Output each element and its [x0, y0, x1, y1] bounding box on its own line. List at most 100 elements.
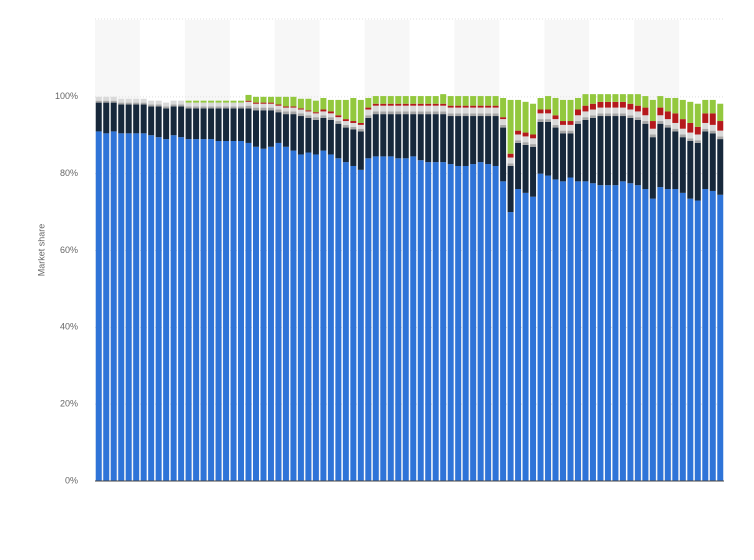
bar-segment [619, 181, 626, 481]
bar-segment [387, 114, 394, 157]
bar-segment [305, 98, 312, 111]
bar-segment [357, 99, 364, 123]
bar-segment [679, 119, 686, 129]
bar-segment [709, 130, 716, 134]
bar-segment [312, 117, 319, 120]
bar-segment [702, 128, 709, 132]
bar-segment [380, 111, 387, 115]
bar-segment [417, 103, 424, 106]
bar-segment [717, 194, 724, 481]
bar-segment [500, 181, 507, 481]
bar-segment [470, 107, 477, 114]
bar-segment [574, 115, 581, 122]
bar-segment [395, 105, 402, 112]
bar-segment [215, 100, 222, 103]
bar-segment [679, 137, 686, 193]
bar-segment [664, 127, 671, 190]
bar-segment [574, 181, 581, 481]
bar-segment [275, 96, 282, 105]
bar-segment [342, 99, 349, 120]
bar-segment [372, 105, 379, 112]
bar-segment [118, 102, 125, 105]
bar-segment [417, 114, 424, 161]
bar-segment [178, 137, 185, 481]
bar-segment [462, 107, 469, 114]
bar-segment [410, 114, 417, 157]
bar-segment [365, 158, 372, 482]
bar-segment [694, 140, 701, 143]
bar-segment [342, 127, 349, 163]
bar-segment [282, 96, 289, 107]
bar-segment [507, 212, 514, 482]
bar-segment [342, 124, 349, 128]
bar-segment [574, 109, 581, 116]
bar-segment [634, 111, 641, 118]
bar-segment [365, 107, 372, 110]
bar-segment [694, 142, 701, 201]
bar-segment [193, 102, 200, 107]
bar-segment [687, 138, 694, 142]
bar-segment [148, 104, 155, 107]
bar-segment [223, 141, 230, 481]
y-tick-label: 80% [60, 168, 78, 178]
bar-segment [507, 163, 514, 166]
bar-segment [597, 107, 604, 114]
bar-segment [612, 113, 619, 117]
bar-segment [140, 102, 147, 105]
bar-segment [170, 104, 177, 107]
bar-segment [118, 98, 125, 103]
bar-segment [672, 189, 679, 482]
bar-segment [485, 96, 492, 106]
bar-segment [252, 110, 259, 147]
bar-segment [679, 134, 686, 138]
bar-segment [612, 116, 619, 186]
bar-segment [208, 139, 215, 481]
bar-segment [657, 107, 664, 116]
bar-segment [282, 111, 289, 115]
bar-segment [507, 153, 514, 158]
bar-segment [485, 107, 492, 114]
bar-segment [267, 107, 274, 111]
bar-segment [118, 133, 125, 481]
bar-segment [492, 116, 499, 166]
bar-segment [350, 126, 357, 130]
bar-segment [163, 139, 170, 481]
bar-segment [230, 102, 237, 107]
bar-segment [327, 119, 334, 155]
bar-segment [455, 113, 462, 117]
bar-segment [103, 133, 110, 481]
bar-segment [552, 119, 559, 125]
bar-segment [387, 111, 394, 115]
bar-segment [597, 185, 604, 482]
bar-segment [395, 158, 402, 482]
bar-segment [335, 121, 342, 124]
bar-segment [597, 94, 604, 102]
bar-segment [717, 139, 724, 195]
bar-segment [477, 96, 484, 106]
bar-segment [230, 108, 237, 142]
bar-segment [649, 137, 656, 199]
bar-segment [297, 113, 304, 117]
bar-segment [612, 107, 619, 114]
bar-segment [687, 122, 694, 133]
bar-segment [552, 115, 559, 120]
bar-segment [267, 102, 274, 104]
bar-segment [589, 183, 596, 482]
bar-segment [672, 122, 679, 129]
bar-segment [193, 106, 200, 109]
bar-segment [717, 121, 724, 131]
bar-segment [95, 100, 102, 103]
bar-segment [702, 113, 709, 123]
bar-segment [365, 97, 372, 108]
bar-segment [612, 101, 619, 108]
bar-segment [537, 121, 544, 174]
bar-segment [110, 102, 117, 132]
bar-segment [133, 133, 140, 481]
bar-segment [627, 109, 634, 116]
bar-segment [627, 115, 634, 118]
bar-segment [290, 107, 297, 112]
bar-segment [170, 106, 177, 136]
bar-segment [574, 121, 581, 124]
bar-segment [305, 115, 312, 118]
bar-segment [567, 133, 574, 178]
